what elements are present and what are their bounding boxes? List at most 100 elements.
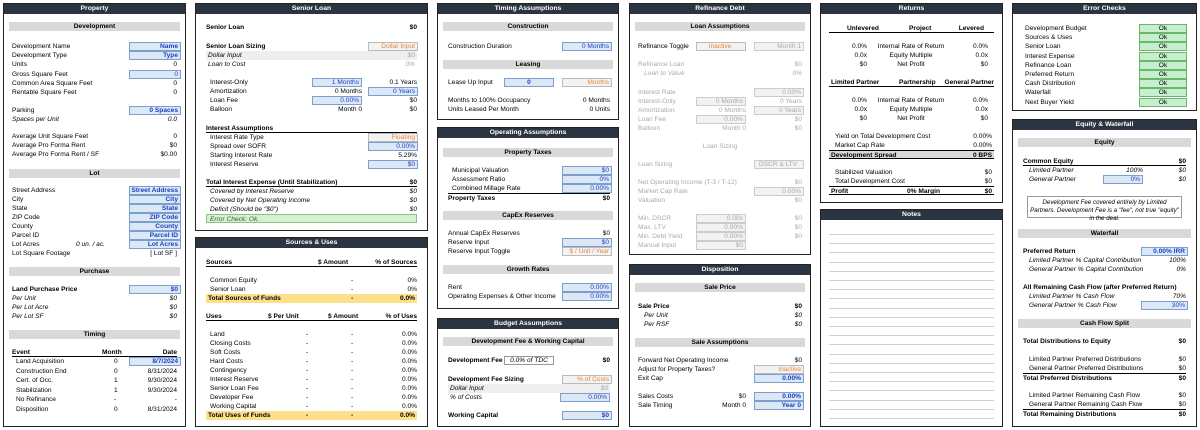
loan-sizing-dropdown[interactable]: DSCR & LTV <box>754 160 804 169</box>
label: Deficit (Should be "$0") <box>210 206 279 213</box>
fee-percent-input[interactable]: 0.00% <box>560 393 610 402</box>
refi-fee-input[interactable]: 0.00% <box>696 115 746 124</box>
rate-type-dropdown[interactable]: Floating <box>368 133 418 142</box>
section-header: Equity <box>1018 138 1191 147</box>
note-line[interactable] <box>829 408 994 410</box>
refi-io-input[interactable]: 0 Months <box>696 97 746 106</box>
note-line[interactable] <box>829 362 994 364</box>
note-line[interactable] <box>829 316 994 318</box>
gp-equity-input[interactable]: 0% <box>1103 175 1143 184</box>
street-input[interactable]: Street Address <box>129 186 181 195</box>
value: 0.00% <box>973 142 992 149</box>
note-line[interactable] <box>829 344 994 346</box>
label: Covered by Net Operating Income <box>210 197 311 204</box>
refi-cap-input[interactable]: 0.00% <box>754 187 804 196</box>
adjust-taxes-toggle[interactable]: Inactive <box>754 365 804 374</box>
value[interactable]: 0% <box>405 61 415 68</box>
fee-sizing-dropdown[interactable]: % of Costs <box>562 375 612 384</box>
refinance-toggle[interactable]: Inactive <box>696 42 746 51</box>
parcel-input[interactable]: Parcel ID <box>129 231 181 240</box>
sale-timing-input[interactable]: Year 0 <box>754 401 804 410</box>
amort-input[interactable]: 0 Years <box>368 87 418 96</box>
parking-input[interactable]: 0 Spaces <box>129 106 181 115</box>
county-input[interactable]: County <box>129 222 181 231</box>
note-line[interactable] <box>829 390 994 392</box>
dev-name-input[interactable]: Name <box>129 42 181 51</box>
lease-up-unit-dropdown[interactable]: Months <box>562 78 612 87</box>
note-line[interactable] <box>829 307 994 309</box>
refi-month[interactable]: Month 1 <box>754 42 804 51</box>
refi-rate-input[interactable]: 0.00% <box>754 88 804 97</box>
unlevered-value: $0 <box>859 115 867 122</box>
state-input[interactable]: State <box>129 204 181 213</box>
sizing-dropdown[interactable]: Dollar Input <box>368 42 418 51</box>
rent-growth-input[interactable]: 0.00% <box>562 283 612 292</box>
event-month: 1 <box>114 377 118 384</box>
min-dscr-input[interactable]: 0.00x <box>696 214 746 223</box>
label: Loan to Cost <box>208 61 246 68</box>
label: Development Fee <box>448 357 503 364</box>
working-capital-input[interactable]: $0 <box>562 411 612 420</box>
land-price-input[interactable]: $0 <box>129 285 181 294</box>
gsf-input[interactable]: 0 <box>129 70 181 79</box>
timing-row: Land Acquisition 0 8/7/2024 <box>4 357 185 366</box>
use-pct: 0.0% <box>401 340 417 347</box>
value[interactable]: $0 <box>407 52 415 59</box>
exit-cap-input[interactable]: 0.00% <box>754 374 804 383</box>
note-line[interactable] <box>829 261 994 263</box>
dev-type-input[interactable]: Type <box>129 51 181 60</box>
note-line[interactable] <box>829 298 994 300</box>
reserve-toggle-dropdown[interactable]: $ / Unit / Year <box>562 247 612 256</box>
note-line[interactable] <box>829 372 994 373</box>
municipal-valuation-input[interactable]: $0 <box>562 166 612 175</box>
preferred-return-input[interactable]: 0.00% IRR <box>1141 247 1188 256</box>
note-line[interactable] <box>829 270 994 272</box>
note-line[interactable] <box>829 243 994 245</box>
note-line[interactable] <box>829 399 994 401</box>
construction-input[interactable]: 0 Months <box>562 42 612 51</box>
note-line[interactable] <box>829 280 994 281</box>
note-line[interactable] <box>829 252 994 254</box>
lease-up-input[interactable]: 0 <box>504 78 554 87</box>
reserve-input[interactable]: $0 <box>562 238 612 247</box>
note-line[interactable] <box>829 381 994 383</box>
millage-input[interactable]: 0.00% <box>562 184 612 193</box>
manual-input[interactable]: $0 <box>696 241 746 250</box>
value: $0 <box>794 215 802 222</box>
label: Total Preferred Distributions <box>1023 375 1112 382</box>
fee-input[interactable]: 0.00% <box>312 96 362 105</box>
refi-amort-input[interactable]: 0 Years <box>754 106 804 115</box>
note-line[interactable] <box>829 326 994 327</box>
event-date: 8/31/2024 <box>147 405 177 413</box>
io-input[interactable]: 1 Months <box>312 78 362 87</box>
use-row: Hard Costs - - 0.0% <box>196 357 427 366</box>
reserve-input[interactable]: $0 <box>368 160 418 169</box>
use-pct: 0.0% <box>401 349 417 356</box>
note-line[interactable] <box>829 418 994 419</box>
assessment-ratio-input[interactable]: 0% <box>562 175 612 184</box>
value[interactable]: $0 <box>600 385 608 392</box>
max-ltv-input[interactable]: 0.00% <box>696 223 746 232</box>
event-date[interactable]: 8/7/2024 <box>129 357 181 366</box>
check-name: Preferred Return <box>1025 71 1075 78</box>
note-line[interactable] <box>829 289 994 291</box>
timing-row: No Refinance - - <box>4 395 185 404</box>
value: 0 <box>173 61 177 68</box>
note-line[interactable] <box>829 335 994 337</box>
value: $0 <box>794 312 802 319</box>
expense-growth-input[interactable]: 0.00% <box>562 292 612 301</box>
zip-input[interactable]: ZIP Code <box>129 213 181 222</box>
timing-row: Construction End 0 8/31/2024 <box>4 367 185 376</box>
returns-row: 0.0x Equity Multiple 0.0x <box>821 105 1002 114</box>
spread-input[interactable]: 0.00% <box>368 142 418 151</box>
min-debt-yield-input[interactable]: 0.00% <box>696 232 746 241</box>
gp-cash-flow-input[interactable]: 30% <box>1141 301 1188 310</box>
error-check-row: Cash Distribution Ok <box>1013 79 1196 89</box>
value: $0 <box>794 61 802 68</box>
sales-cost-input[interactable]: 0.00% <box>754 392 804 401</box>
lot-acres-input[interactable]: Lot Acres <box>129 240 181 249</box>
note-line[interactable] <box>829 234 994 235</box>
city-input[interactable]: City <box>129 195 181 204</box>
note-line[interactable] <box>829 353 994 355</box>
value: $0 <box>169 304 177 311</box>
